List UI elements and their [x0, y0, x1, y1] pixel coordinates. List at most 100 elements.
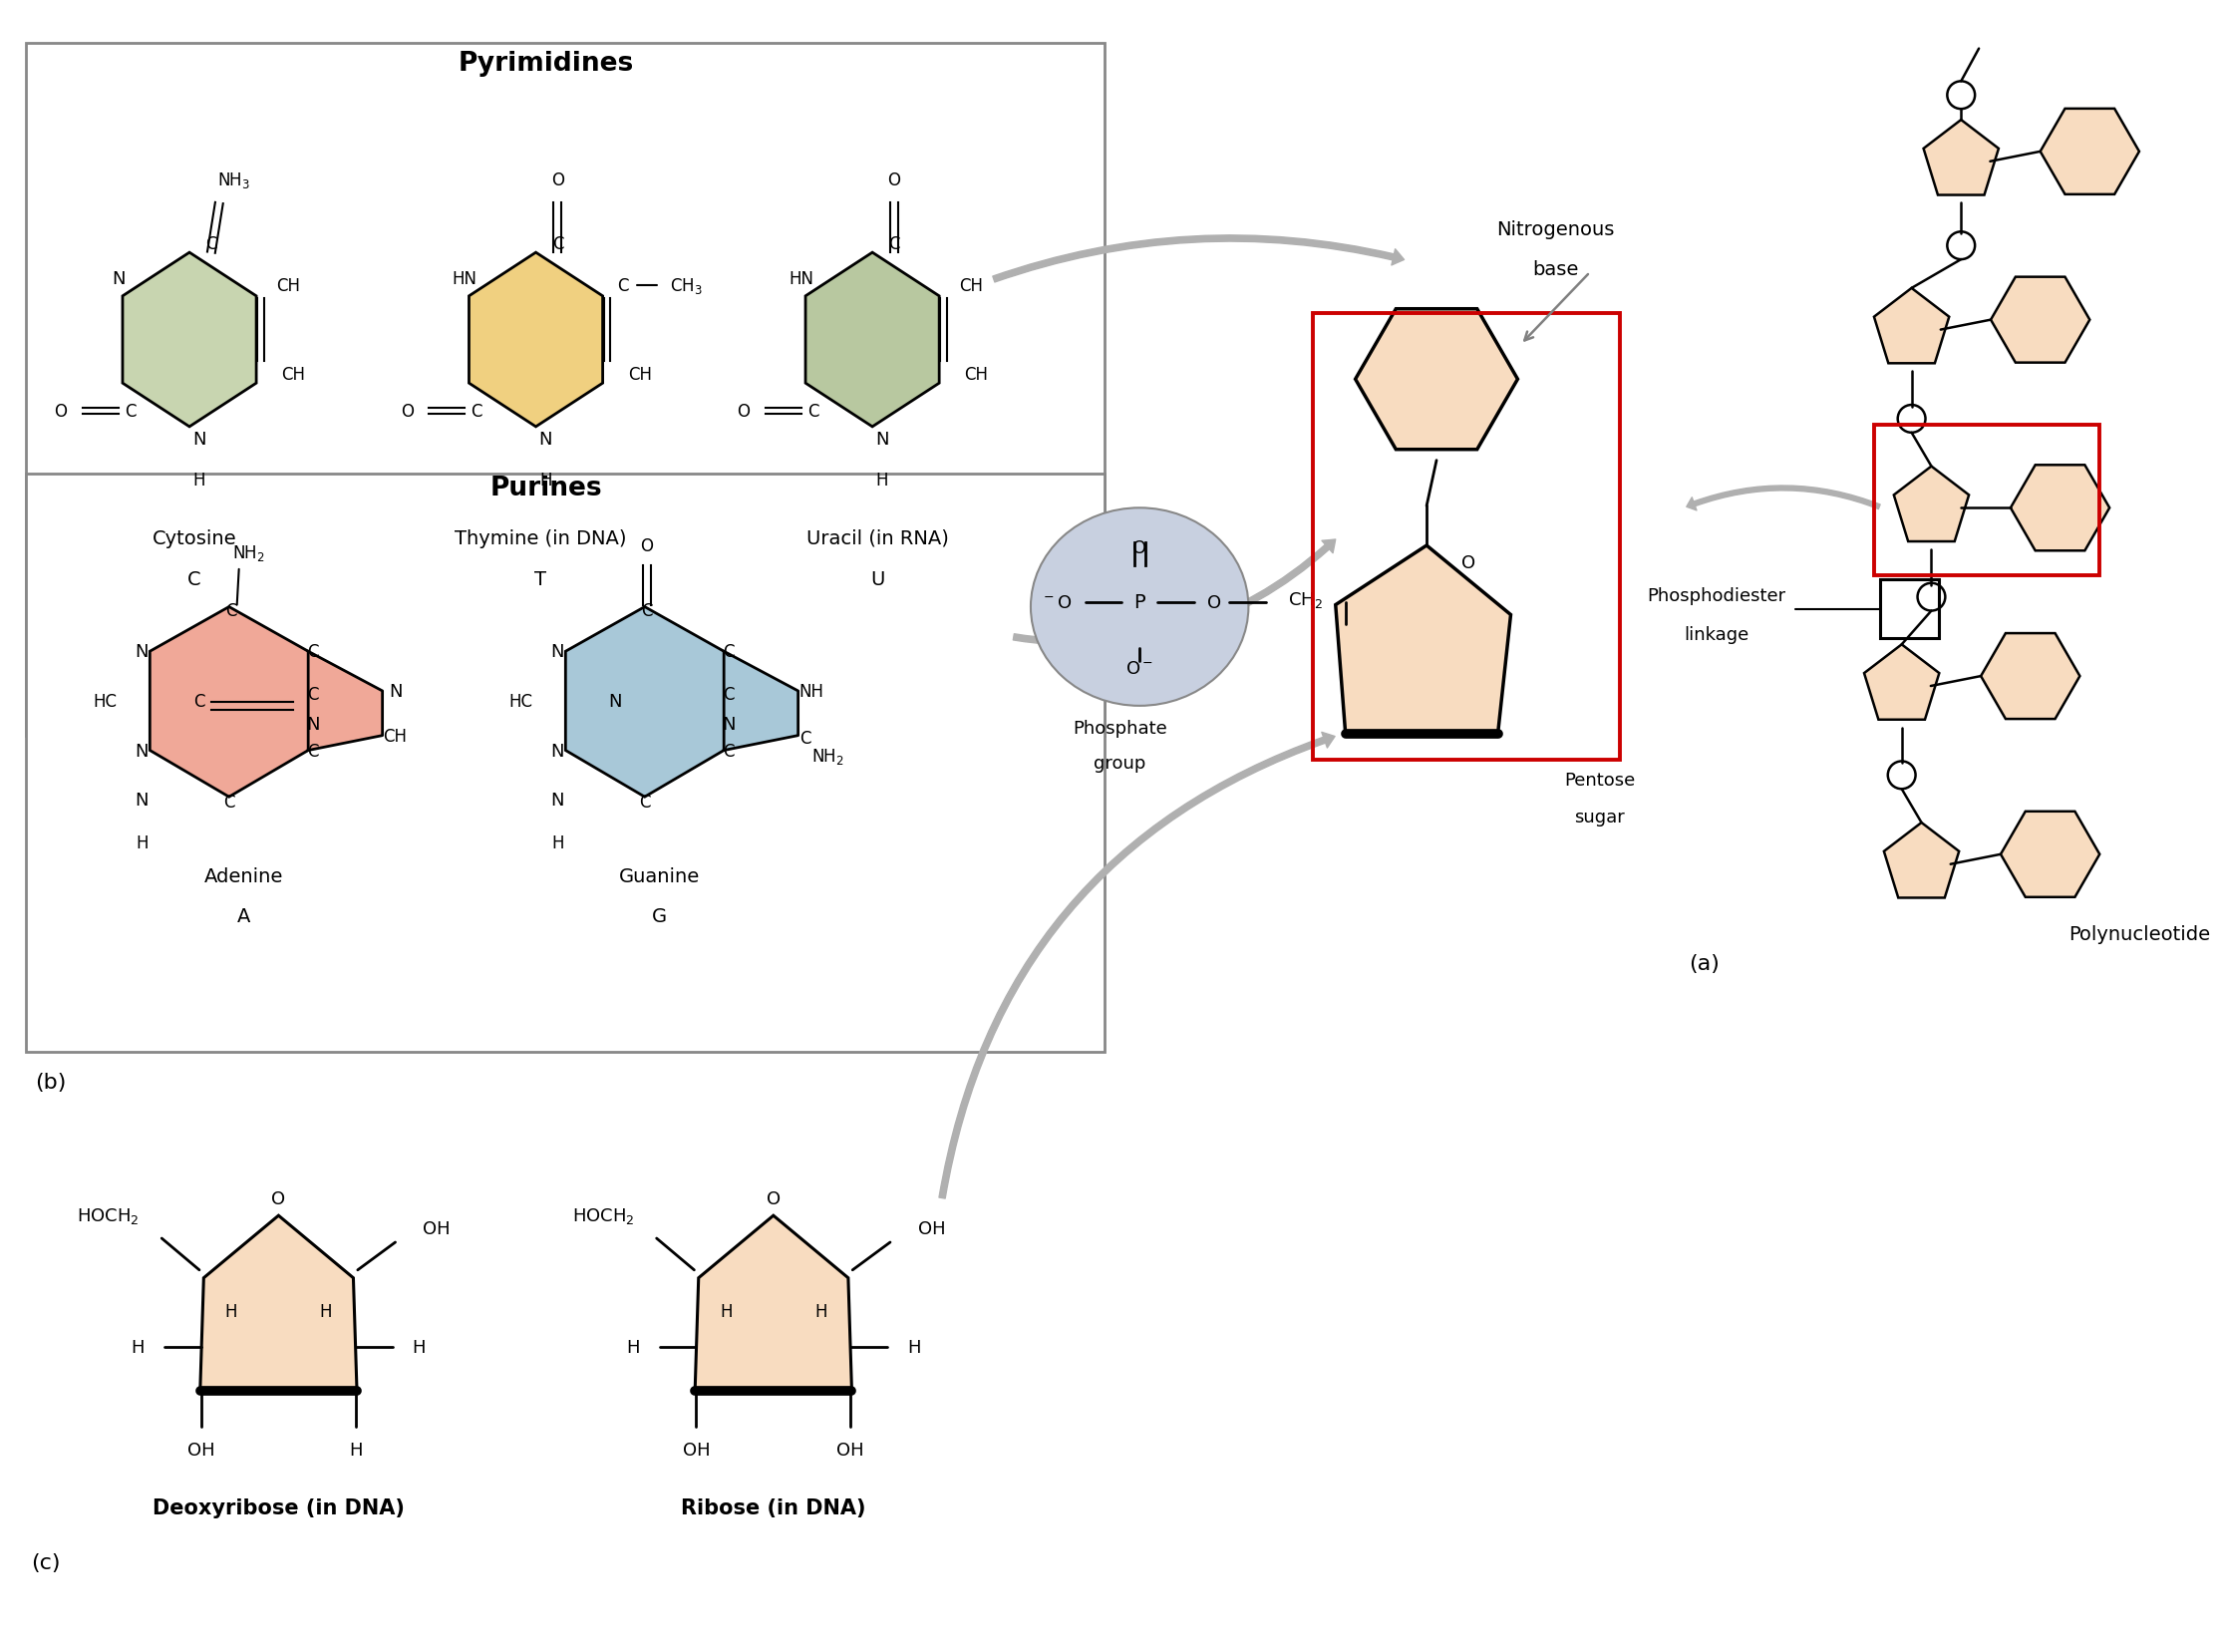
Bar [1879, 580, 1939, 639]
Text: NH: NH [800, 682, 824, 700]
Text: N: N [609, 692, 622, 710]
Text: N: N [389, 682, 402, 700]
Text: C: C [724, 686, 735, 704]
Text: Polynucleotide: Polynucleotide [2068, 925, 2210, 943]
Polygon shape [1883, 823, 1959, 899]
Text: HC: HC [93, 692, 118, 710]
Polygon shape [1981, 634, 2079, 720]
Ellipse shape [1031, 509, 1248, 707]
Text: O: O [400, 403, 413, 421]
Polygon shape [1355, 309, 1517, 449]
Text: OH: OH [917, 1219, 946, 1237]
Text: OH: OH [682, 1441, 711, 1459]
Text: C: C [642, 601, 653, 620]
Text: C: C [224, 793, 235, 811]
Text: C: C [800, 729, 811, 747]
Text: C: C [224, 601, 238, 620]
Text: Adenine: Adenine [204, 867, 284, 885]
Text: H: H [875, 472, 888, 489]
Text: CH: CH [629, 367, 651, 383]
Text: N: N [551, 643, 564, 661]
Text: N: N [135, 643, 149, 661]
Text: N: N [135, 742, 149, 760]
Text: N: N [540, 430, 553, 448]
Text: C: C [888, 235, 900, 253]
Polygon shape [1923, 121, 1999, 197]
Text: T: T [535, 570, 546, 590]
Text: (b): (b) [36, 1072, 67, 1092]
Bar [1875, 425, 2099, 575]
Text: HN: HN [788, 269, 813, 287]
Text: O: O [1461, 553, 1475, 572]
Text: O$^-$: O$^-$ [1126, 659, 1153, 677]
Text: CH: CH [959, 278, 984, 294]
Text: O: O [766, 1189, 780, 1208]
Text: C: C [640, 793, 651, 811]
Text: H: H [413, 1338, 426, 1356]
Polygon shape [469, 253, 602, 428]
Text: P: P [1133, 593, 1146, 611]
Text: O: O [271, 1189, 287, 1208]
Text: CH: CH [275, 278, 300, 294]
Polygon shape [1895, 468, 1970, 542]
Text: linkage: linkage [1684, 626, 1750, 644]
Text: CH: CH [384, 727, 406, 745]
Text: Pentose: Pentose [1564, 771, 1635, 790]
Text: CH: CH [964, 367, 988, 383]
Polygon shape [149, 608, 382, 798]
Text: Phosphate: Phosphate [1073, 719, 1166, 737]
Text: Phosphodiester: Phosphodiester [1648, 586, 1786, 605]
Text: O: O [737, 403, 751, 421]
Text: H: H [626, 1338, 640, 1356]
Text: CH: CH [282, 367, 304, 383]
Circle shape [1888, 762, 1915, 790]
Text: N: N [551, 791, 564, 809]
Text: C: C [617, 278, 629, 294]
Text: OH: OH [187, 1441, 215, 1459]
Text: C: C [306, 742, 320, 760]
Text: C: C [471, 403, 482, 421]
Text: C: C [724, 643, 735, 661]
Text: Uracil (in RNA): Uracil (in RNA) [806, 529, 948, 547]
Polygon shape [1875, 289, 1950, 363]
Text: base: base [1532, 259, 1579, 279]
Text: O: O [551, 172, 564, 188]
Text: HC: HC [509, 692, 533, 710]
Text: CH$_2$: CH$_2$ [1288, 590, 1324, 610]
Text: Cytosine: Cytosine [153, 529, 238, 547]
Text: O: O [1206, 593, 1222, 611]
Text: Purines: Purines [489, 476, 602, 502]
Text: Deoxyribose (in DNA): Deoxyribose (in DNA) [153, 1498, 404, 1518]
Text: N: N [551, 742, 564, 760]
Text: sugar: sugar [1575, 808, 1626, 826]
Text: HOCH$_2$: HOCH$_2$ [571, 1206, 635, 1226]
Text: NH$_3$: NH$_3$ [218, 170, 251, 190]
Text: NH$_2$: NH$_2$ [811, 745, 844, 767]
Text: Guanine: Guanine [620, 867, 700, 885]
Text: O: O [1133, 539, 1146, 557]
Text: G: G [653, 907, 666, 925]
Text: C: C [806, 403, 820, 421]
Text: N: N [135, 791, 149, 809]
Text: C: C [124, 403, 135, 421]
Text: N: N [875, 430, 888, 448]
Polygon shape [806, 253, 939, 428]
Text: H: H [815, 1303, 826, 1320]
Text: O: O [640, 537, 653, 555]
Text: Pyrimidines: Pyrimidines [458, 50, 633, 76]
Text: O: O [888, 172, 900, 188]
Text: C: C [187, 570, 202, 590]
Text: C: C [207, 235, 218, 253]
Polygon shape [200, 1216, 358, 1391]
Text: H: H [906, 1338, 922, 1356]
Polygon shape [2001, 811, 2099, 897]
Circle shape [1897, 405, 1926, 433]
Text: H: H [551, 834, 564, 852]
Text: H: H [131, 1338, 144, 1356]
Text: $^-$O: $^-$O [1042, 593, 1073, 611]
Text: C: C [724, 742, 735, 760]
Text: H: H [349, 1441, 362, 1459]
Text: H: H [224, 1303, 238, 1320]
Text: OH: OH [837, 1441, 864, 1459]
Text: H: H [320, 1303, 333, 1320]
